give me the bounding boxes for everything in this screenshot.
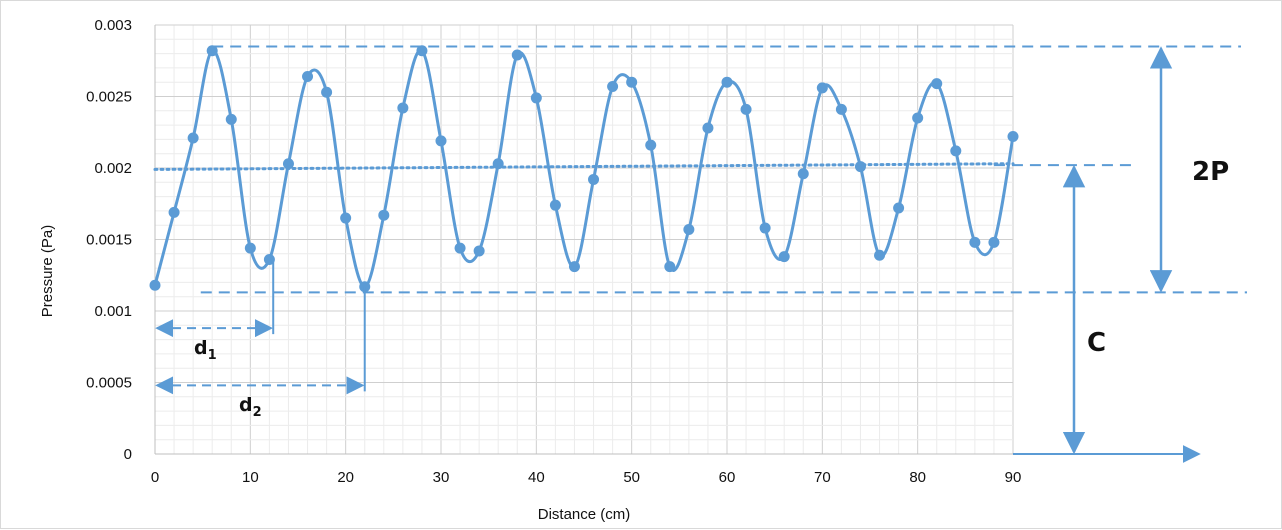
data-point: [454, 242, 466, 254]
mean-dotted-line: [153, 162, 1015, 171]
x-tick-label: 90: [1005, 469, 1022, 486]
x-tick-label: 60: [719, 469, 736, 486]
data-point: [816, 82, 828, 94]
data-point: [740, 103, 752, 115]
data-point: [263, 254, 275, 266]
data-point: [416, 45, 428, 57]
axes: [154, 25, 1013, 455]
d1-label: d1: [194, 337, 217, 363]
y-axis-label: Pressure (Pa): [39, 225, 56, 318]
data-point: [321, 86, 333, 98]
data-point: [931, 78, 943, 90]
data-point: [206, 45, 218, 57]
data-point: [893, 202, 905, 214]
y-tick-label: 0.0005: [86, 375, 132, 392]
x-tick-label: 20: [337, 469, 354, 486]
x-tick-label: 70: [814, 469, 831, 486]
data-points: [149, 45, 1019, 293]
data-point: [702, 122, 714, 134]
data-point: [244, 242, 256, 254]
y-tick-label: 0.002: [94, 160, 132, 177]
data-point: [912, 112, 924, 124]
y-tick-label: 0.0025: [86, 89, 132, 106]
data-point: [340, 212, 352, 224]
data-point: [778, 251, 790, 263]
data-point: [302, 70, 314, 82]
data-point: [225, 113, 237, 125]
data-point: [568, 261, 580, 273]
y-tick-labels: 0 0.0005 0.001 0.0015 0.002 0.0025 0.003: [86, 17, 132, 463]
data-point: [530, 92, 542, 104]
x-tick-label: 80: [909, 469, 926, 486]
data-point: [664, 261, 676, 273]
data-point: [588, 173, 600, 185]
amplitude-annotations: 2P C: [1013, 46, 1229, 463]
mean-trend-line: [153, 162, 1015, 171]
data-point: [969, 236, 981, 248]
d1-label-subscript: 1: [208, 348, 217, 363]
data-point: [282, 158, 294, 170]
y-tick-label: 0.003: [94, 17, 132, 34]
x-tick-label: 0: [151, 469, 159, 486]
data-point: [645, 139, 657, 151]
data-point: [607, 80, 619, 92]
data-point: [511, 49, 523, 61]
y-tick-label: 0.0015: [86, 232, 132, 249]
x-axis-label: Distance (cm): [538, 506, 631, 523]
y-tick-label: 0: [124, 446, 132, 463]
x-tick-labels: 0 10 20 30 40 50 60 70 80 90: [151, 469, 1022, 486]
data-point: [721, 76, 733, 88]
data-point: [1007, 131, 1019, 143]
d2-label-subscript: 2: [253, 405, 262, 420]
data-point: [950, 145, 962, 157]
x-tick-label: 30: [433, 469, 450, 486]
data-point: [835, 103, 847, 115]
data-point: [988, 236, 1000, 248]
data-point: [492, 158, 504, 170]
data-point: [683, 223, 695, 235]
data-point: [187, 132, 199, 144]
data-point: [797, 168, 809, 180]
data-point: [378, 209, 390, 221]
data-point: [854, 161, 866, 173]
data-point: [874, 249, 886, 261]
x-tick-label: 50: [623, 469, 640, 486]
y-tick-label: 0.001: [94, 303, 132, 320]
data-point: [626, 76, 638, 88]
data-point: [397, 102, 409, 114]
x-tick-label: 40: [528, 469, 545, 486]
x-tick-label: 10: [242, 469, 259, 486]
data-point: [549, 199, 561, 211]
2p-label: 2P: [1192, 157, 1229, 187]
data-point: [149, 279, 161, 291]
data-point: [435, 135, 447, 147]
data-point: [168, 206, 180, 218]
data-point: [473, 245, 485, 257]
c-label: C: [1087, 328, 1106, 358]
data-point: [759, 222, 771, 234]
